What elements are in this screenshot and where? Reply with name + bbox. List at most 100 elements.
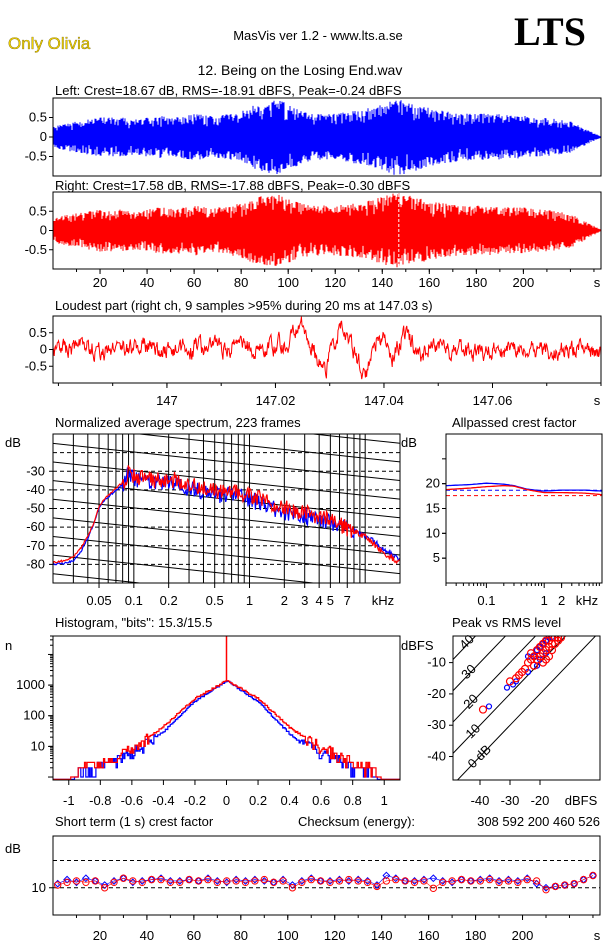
loudest-xtick-label: 147.04: [364, 393, 404, 408]
crest-line-label: 10: [462, 721, 483, 742]
histogram-xtick-label: 1: [381, 793, 388, 808]
allpassed-crest-plot: [445, 433, 603, 584]
right-short-term-point: [288, 884, 297, 892]
right-short-term-point: [72, 877, 81, 885]
peak-rms-ytick-label: -40: [427, 749, 446, 764]
right-short-term-point: [579, 875, 588, 884]
left-waveform-ytick-label: 0: [40, 129, 47, 144]
right-short-term-point: [204, 875, 212, 884]
right-short-term-point: [457, 875, 466, 884]
allpassed-ytick-label: 15: [426, 501, 440, 516]
short-term-ytick-label: 10: [32, 880, 46, 895]
loudest-part-title: Loudest part (right ch, 9 samples >95% d…: [55, 298, 433, 313]
spectrum-grid: [53, 434, 400, 583]
right-short-term-point: [129, 877, 137, 885]
peak-rms-ytick-label: -10: [427, 655, 446, 670]
right-short-term-point: [551, 882, 560, 891]
waveform-xtick-label: 20: [93, 275, 107, 290]
right-short-term-point: [542, 885, 550, 894]
right-short-term-point: [335, 877, 344, 885]
peak-rms-xtick-label: -30: [501, 793, 520, 808]
checksum-value: 308 592 200 460 526: [477, 814, 600, 829]
right-short-term-point: [213, 878, 222, 887]
right-short-term-point: [326, 878, 334, 887]
spectrum-ytick-label: -60: [26, 519, 45, 534]
left-short-term-point: [63, 875, 71, 884]
right-waveform-ytick-label: -0.5: [25, 242, 47, 257]
waveform-xtick-label: 60: [187, 275, 201, 290]
spectrum-slope-line: [135, 434, 400, 463]
right-peak-rms-point: [478, 705, 488, 714]
short-term-xtick-label: 120: [324, 928, 346, 943]
short-term-xtick-label: 20: [93, 928, 107, 943]
short-term-xtick-label: 60: [187, 928, 201, 943]
right-short-term-point: [110, 878, 118, 887]
short-term-xunit: s: [594, 928, 601, 943]
allpassed-xunit: kHz: [576, 593, 598, 608]
short-term-xtick-label: 200: [512, 928, 534, 943]
allpassed-ytick-label: 20: [426, 476, 440, 491]
peak-rms-xunit: dBFS: [565, 793, 598, 808]
right-short-term-point: [439, 878, 447, 887]
right-short-term-point: [363, 878, 372, 887]
spectrum-ytick-label: -50: [26, 501, 45, 516]
right-short-term-point: [194, 877, 203, 885]
right-short-term-point: [316, 877, 325, 885]
right-short-term-point: [401, 877, 409, 885]
allpassed-xtick-label: 1: [541, 593, 548, 608]
spectrum-xtick-label: 4: [316, 593, 323, 608]
right-short-term-point: [504, 877, 513, 885]
peak-vs-rms-title: Peak vs RMS level: [452, 615, 561, 630]
crest-line-label: 20: [460, 691, 481, 712]
right-short-term-point: [63, 878, 71, 887]
right-spectrum-line: [53, 465, 400, 565]
waveform-xtick-label: 140: [371, 275, 393, 290]
waveform-xtick-label: 200: [513, 275, 535, 290]
peak-rms-ytick-label: -30: [427, 717, 446, 732]
spectrum-ytick-label: -80: [26, 556, 45, 571]
spectrum-ytick-label: -40: [26, 482, 45, 497]
histogram-xtick-label: 0.4: [281, 793, 299, 808]
histogram-ytick-label: 100: [23, 708, 45, 723]
crest-diagonal-line: [456, 636, 597, 780]
short-term-xtick-label: 180: [465, 928, 487, 943]
allpassed-xtick-label: 2: [558, 593, 565, 608]
spectrum-xtick-label: 3: [301, 593, 308, 608]
right-short-term-point: [523, 875, 531, 884]
right-short-term-point: [420, 877, 428, 885]
histogram-ytick-label: 1000: [16, 677, 45, 692]
right-short-term-point: [373, 882, 381, 891]
right-short-term-point: [82, 878, 90, 887]
peak-vs-rms-plot: [452, 635, 601, 781]
right-waveform-trace: [53, 193, 601, 268]
histogram-xtick-label: -0.6: [121, 793, 143, 808]
right-short-term-point: [307, 875, 315, 884]
histogram-xtick-label: 0.6: [312, 793, 330, 808]
histogram-xtick-label: -1: [63, 793, 75, 808]
right-short-term-point: [410, 878, 419, 887]
spectrum-slope-line: [53, 461, 400, 500]
short-term-xtick-label: 40: [140, 928, 154, 943]
left-waveform-ytick-label: -0.5: [25, 149, 47, 164]
loudest-ytick-label: 0: [40, 342, 47, 357]
crest-line-label: 30: [458, 661, 479, 682]
right-short-term-point: [382, 877, 391, 885]
crest-diagonal-line: [453, 636, 567, 754]
waveform-xunit: s: [594, 275, 601, 290]
peak-rms-xtick-label: -40: [471, 793, 490, 808]
loudest-xtick-label: 147: [156, 393, 178, 408]
right-short-term-point: [429, 884, 438, 893]
left-short-term-point: [382, 871, 391, 880]
histogram-ylabel: n: [5, 638, 12, 653]
crest-diagonal-line: [453, 636, 507, 692]
loudest-xunit: s: [594, 393, 601, 408]
waveform-xtick-label: 100: [277, 275, 299, 290]
loudest-xtick-label: 147.06: [473, 393, 513, 408]
left-waveform-trace: [53, 100, 601, 175]
right-short-term-point: [91, 877, 99, 885]
spectrum-slope-line: [53, 573, 145, 583]
loudest-ytick-label: 0.5: [29, 325, 47, 340]
peak-rms-xtick-label: -20: [531, 793, 550, 808]
loudest-part-trace: [53, 316, 601, 380]
allpassed-xtick-label: 0.1: [477, 593, 495, 608]
